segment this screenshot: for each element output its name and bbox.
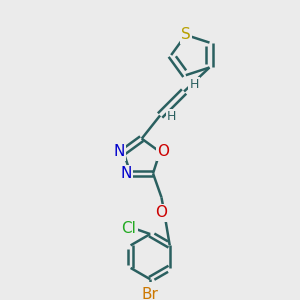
Text: O: O bbox=[158, 144, 169, 159]
Text: Br: Br bbox=[142, 287, 159, 300]
Text: O: O bbox=[155, 206, 167, 220]
Text: N: N bbox=[121, 166, 132, 181]
Text: Cl: Cl bbox=[122, 221, 136, 236]
Text: H: H bbox=[167, 110, 177, 123]
Text: H: H bbox=[189, 78, 199, 91]
Text: N: N bbox=[113, 144, 125, 159]
Text: S: S bbox=[181, 27, 191, 42]
